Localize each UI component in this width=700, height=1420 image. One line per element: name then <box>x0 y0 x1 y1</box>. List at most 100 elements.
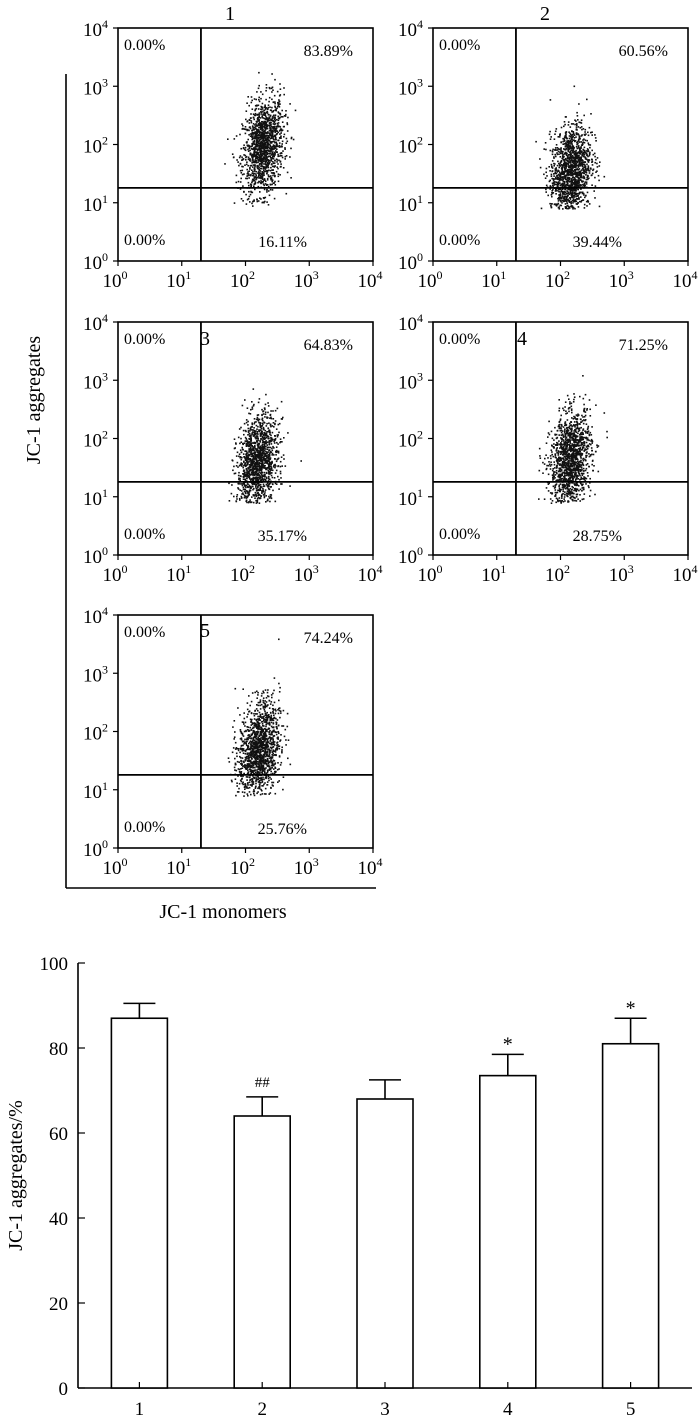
scatter-point <box>259 167 262 170</box>
scatter-point <box>258 164 261 166</box>
scatter-point <box>269 446 272 449</box>
scatter-point <box>279 112 281 115</box>
scatter-point <box>264 163 267 165</box>
scatter-point <box>269 106 271 108</box>
scatter-point <box>587 159 590 161</box>
scatter-point <box>253 136 256 138</box>
scatter-point <box>262 130 265 133</box>
scatter-point <box>271 452 274 455</box>
scatter-point <box>590 440 592 442</box>
scatter-point <box>258 130 260 132</box>
scatter-point <box>563 458 565 461</box>
scatter-point <box>575 149 577 152</box>
scatter-point <box>579 160 581 163</box>
scatter-point <box>245 486 247 489</box>
scatter-point <box>254 478 257 480</box>
scatter-point <box>570 123 573 125</box>
scatter-point <box>271 454 273 456</box>
scatter-point <box>266 124 268 127</box>
scatter-point <box>567 192 569 195</box>
scatter-point <box>258 457 260 459</box>
scatter-point <box>258 100 261 103</box>
scatter-point <box>579 494 581 496</box>
scatter-point <box>263 125 266 128</box>
scatter-point <box>550 205 552 207</box>
scatter-point <box>558 469 561 472</box>
scatter-point <box>263 444 266 447</box>
scatter-point <box>246 464 248 466</box>
scatter-point <box>564 435 567 438</box>
scatter-point <box>563 148 565 150</box>
scatter-point <box>550 203 553 205</box>
scatter-point <box>272 169 274 171</box>
scatter-point <box>253 474 256 477</box>
scatter-point <box>281 441 283 443</box>
scatter-point <box>553 175 555 177</box>
scatter-point <box>572 131 575 133</box>
scatter-point <box>581 487 584 489</box>
scatter-point <box>274 125 276 128</box>
scatter-point <box>567 169 569 172</box>
scatter-point <box>584 181 586 183</box>
scatter-point <box>559 133 561 135</box>
scatter-point <box>257 469 260 471</box>
scatter-point <box>253 418 256 420</box>
scatter-point <box>264 168 267 170</box>
scatter-point <box>260 126 262 129</box>
scatter-point <box>268 478 270 481</box>
scatter-point <box>261 408 263 411</box>
scatter-y-axis-title: JC-1 aggregates <box>23 336 45 465</box>
scatter-point <box>558 487 561 489</box>
scatter-point <box>249 174 252 177</box>
scatter-point <box>577 485 580 487</box>
scatter-point <box>564 163 567 165</box>
scatter-point <box>563 163 565 165</box>
scatter-point <box>549 130 551 133</box>
scatter-point <box>276 151 278 153</box>
scatter-point <box>540 207 543 210</box>
scatter-point <box>253 199 255 201</box>
scatter-point <box>270 121 272 124</box>
scatter-point <box>572 135 574 138</box>
scatter-point <box>254 151 257 153</box>
scatter-point <box>582 175 585 177</box>
scatter-point <box>556 153 559 156</box>
scatter-point <box>268 100 270 103</box>
scatter-point <box>584 156 586 158</box>
scatter-point <box>551 177 553 180</box>
scatter-point <box>567 121 570 123</box>
quadrant-lower-right-percent: 35.17% <box>258 528 307 545</box>
scatter-point <box>584 458 586 461</box>
scatter-point <box>582 139 584 141</box>
scatter-point <box>237 488 240 490</box>
scatter-point <box>261 172 264 174</box>
scatter-point <box>261 93 264 96</box>
scatter-point <box>565 132 567 134</box>
scatter-point <box>280 483 282 485</box>
scatter-point <box>598 205 601 208</box>
scatter-point <box>565 142 567 145</box>
scatter-point <box>591 172 594 175</box>
scatter-point <box>237 474 240 477</box>
scatter-point <box>575 152 578 155</box>
scatter-point <box>571 195 573 198</box>
scatter-point <box>555 155 557 158</box>
scatter-point <box>255 418 258 421</box>
scatter-point <box>274 463 276 466</box>
scatter-point <box>257 473 260 476</box>
scatter-point <box>576 154 579 157</box>
scatter-point <box>254 470 257 473</box>
scatter-point <box>268 125 271 127</box>
scatter-point <box>267 466 269 469</box>
scatter-point <box>278 478 280 481</box>
scatter-point <box>554 172 556 175</box>
scatter-point <box>254 444 256 447</box>
scatter-point <box>259 163 262 165</box>
scatter-point <box>279 166 282 168</box>
scatter-point <box>556 147 559 149</box>
scatter-point <box>562 173 565 176</box>
scatter-point <box>263 188 266 191</box>
scatter-point <box>596 162 598 165</box>
scatter-point <box>269 150 271 153</box>
scatter-points <box>224 71 297 207</box>
